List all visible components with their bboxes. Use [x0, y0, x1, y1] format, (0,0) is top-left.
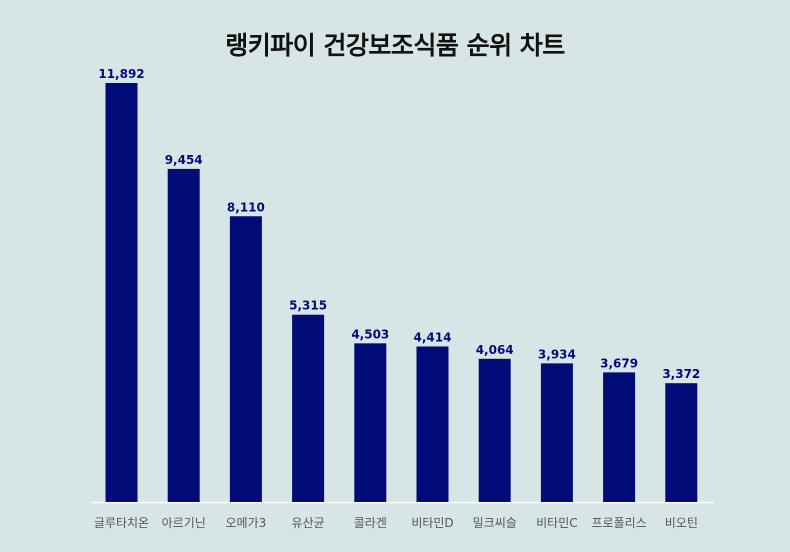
category-label-5: 비타민D: [411, 516, 453, 530]
value-label-3: 5,315: [289, 299, 327, 313]
value-label-9: 3,372: [662, 367, 700, 381]
category-label-7: 비타민C: [536, 516, 578, 530]
category-label-4: 콜라겐: [354, 516, 387, 530]
value-label-4: 4,503: [351, 327, 389, 341]
category-label-3: 유산균: [292, 516, 325, 530]
chart-title: 랭키파이 건강보조식품 순위 차트: [225, 31, 565, 60]
bar-6: [478, 358, 511, 502]
value-label-8: 3,679: [600, 356, 638, 370]
bar-0: [105, 83, 138, 502]
value-label-6: 4,064: [476, 343, 514, 357]
bar-4: [354, 343, 387, 502]
bar-3: [292, 314, 325, 502]
value-label-5: 4,414: [414, 330, 452, 344]
value-label-1: 9,454: [165, 153, 203, 167]
category-label-8: 프로폴리스: [591, 516, 646, 530]
value-label-0: 11,892: [98, 67, 144, 81]
category-label-9: 비오틴: [665, 516, 698, 530]
category-label-2: 오메가3: [226, 516, 267, 530]
bar-5: [416, 346, 449, 502]
category-label-6: 밀크씨슬: [473, 516, 517, 530]
category-label-0: 글루타치온: [94, 516, 149, 530]
value-label-2: 8,110: [227, 200, 265, 214]
bar-7: [540, 363, 573, 502]
bar-9: [665, 383, 698, 502]
bar-8: [603, 372, 636, 502]
bar-2: [229, 216, 262, 502]
category-label-1: 아르기닌: [162, 516, 206, 530]
bar-1: [167, 168, 200, 502]
value-label-7: 3,934: [538, 347, 576, 361]
